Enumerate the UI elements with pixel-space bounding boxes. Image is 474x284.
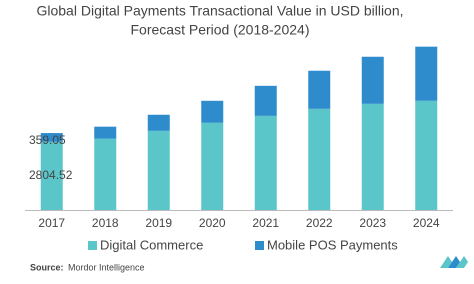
logo bbox=[440, 256, 468, 268]
bar-segment bbox=[415, 46, 438, 101]
x-tick-label: 2021 bbox=[252, 216, 279, 230]
x-tick-label: 2024 bbox=[413, 216, 440, 230]
bar-segment bbox=[40, 133, 63, 142]
bar-segment bbox=[361, 103, 384, 210]
data-label: 2804.52 bbox=[29, 168, 73, 182]
bar-segment bbox=[147, 114, 170, 131]
data-label: 359.05 bbox=[29, 133, 66, 147]
x-tick-label: 2017 bbox=[38, 216, 65, 230]
bar-segment bbox=[361, 56, 384, 104]
bar-segment bbox=[415, 100, 438, 210]
legend-label: Mobile POS Payments bbox=[267, 237, 398, 252]
x-tick-label: 2023 bbox=[359, 216, 386, 230]
bar-segment bbox=[147, 130, 170, 210]
legend-swatch bbox=[255, 241, 264, 250]
bar-segment bbox=[94, 126, 117, 139]
source: Mordor Intelligence bbox=[68, 262, 145, 272]
bar-segment bbox=[254, 115, 277, 210]
bar-segment bbox=[308, 108, 331, 210]
x-tick-label: 2022 bbox=[306, 216, 333, 230]
chart-title: Forecast Period (2018-2024) bbox=[131, 22, 310, 38]
x-tick-label: 2018 bbox=[92, 216, 119, 230]
bar-segment bbox=[308, 70, 331, 109]
source-label: Source: bbox=[30, 262, 64, 272]
x-tick-label: 2020 bbox=[199, 216, 226, 230]
bar-segment bbox=[94, 138, 117, 210]
legend-swatch bbox=[88, 241, 97, 250]
bar-segment bbox=[254, 85, 277, 116]
bar-segment bbox=[40, 141, 63, 210]
bar-segment bbox=[201, 122, 224, 210]
legend-label: Digital Commerce bbox=[100, 237, 203, 252]
x-tick-label: 2019 bbox=[145, 216, 172, 230]
chart-title: Global Digital Payments Transactional Va… bbox=[36, 3, 403, 19]
bar-segment bbox=[201, 100, 224, 123]
